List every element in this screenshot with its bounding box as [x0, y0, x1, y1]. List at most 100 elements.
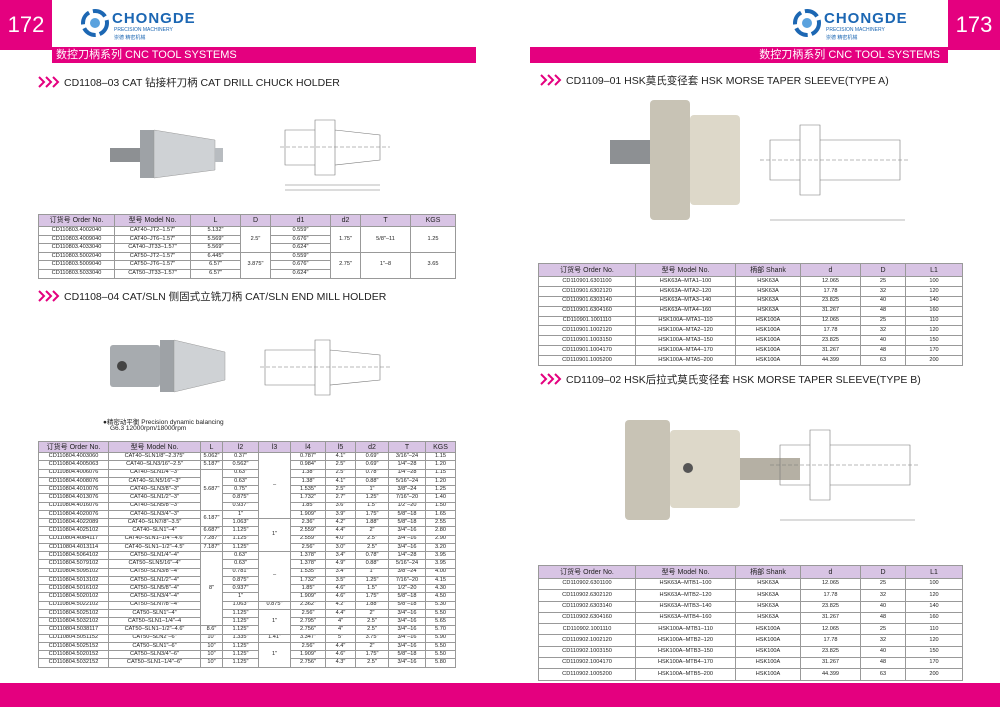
table-cell: 5.062"	[200, 451, 223, 462]
table-cell: 5.132"	[190, 226, 241, 236]
table-cell: HSK100A–MTA3–150	[635, 335, 736, 347]
table-cell: 3/4"–16	[388, 542, 426, 553]
table-cell: CD110804.4022089	[38, 517, 109, 528]
table-cell: 2.5"	[355, 658, 389, 668]
table-cell: 2.756"	[290, 625, 326, 635]
brand-cn: 崇德 精密机械	[114, 35, 146, 41]
table-cell: 3.75"	[355, 633, 389, 643]
table-cell: 3/8"–24	[388, 484, 426, 495]
table-cell: CAT40–SLN1"–4"	[108, 526, 201, 536]
logo-mark	[793, 9, 821, 37]
table-cell: 3/4"–16	[388, 641, 426, 652]
table-cell: 5.50	[425, 649, 456, 660]
table-cell: 3.4"	[325, 550, 356, 561]
table-cell: 4.3"	[325, 658, 356, 668]
table-cell: 2.5"	[325, 468, 356, 478]
table-header: d2	[330, 214, 361, 227]
table-cell: 120	[905, 325, 963, 337]
table-cell: 25	[860, 577, 906, 591]
table-cell: CD110804.5020102	[38, 592, 109, 602]
section-title: CD1109–02 HSK后拉式莫氏变径套 HSK MORSE TAPER SL…	[566, 374, 921, 386]
table-cell: 1.378"	[290, 550, 326, 561]
data-table: 订货号 Order No. 型号 Model No. 柄部 Shank d D L1 CD1…	[538, 263, 963, 367]
table-cell: 40	[860, 645, 906, 659]
table-cell: CD110901.1003150	[538, 335, 636, 347]
table-cell: HSK63A	[735, 305, 801, 317]
drill-chuck-holder	[110, 129, 223, 179]
brand-sub: PRECISION MACHINERY	[826, 27, 885, 33]
table-cell: 170	[905, 345, 963, 357]
table-cell: 3.0"	[325, 542, 356, 553]
table-cell: 1.25	[425, 484, 456, 495]
table-cell: 40	[860, 335, 906, 347]
table-cell: 1"–8	[360, 251, 411, 279]
table-cell: 5/8"–18	[388, 649, 426, 660]
table-cell: 12.065	[800, 276, 861, 287]
table-cell: 10"	[200, 658, 223, 668]
table-cell: 17.78	[800, 325, 861, 337]
table-cell: CD110804.5016102	[38, 583, 109, 594]
table-cell: 1.88"	[355, 517, 389, 528]
table-cell: CAT40–SLN1/8"–2.375"	[108, 451, 201, 462]
table-cell: 32	[860, 325, 906, 337]
table-cell: 1.5"	[355, 583, 389, 594]
table-cell: CD110902.6302120	[538, 589, 636, 602]
table-cell: CD110804.5020152	[38, 649, 109, 660]
table-cell: 1.40	[425, 493, 456, 503]
table-cell: 1.25"	[355, 493, 389, 503]
table-header: KGS	[425, 441, 456, 453]
table-cell: HSK100A	[735, 645, 801, 659]
table-cell: 10"	[200, 649, 223, 660]
table-cell: 32	[860, 634, 906, 647]
table-header: d1	[270, 214, 331, 227]
table-cell: HSK63A	[735, 295, 801, 307]
table-cell: 1.732"	[290, 493, 326, 503]
table-cell: 12.065	[800, 623, 861, 636]
table-cell: CD110804.4010076	[38, 484, 109, 495]
table-cell: 200	[905, 355, 963, 367]
table-cell: 4.2"	[325, 517, 356, 528]
table-cell: 0.88"	[355, 476, 389, 487]
chevrons	[38, 76, 60, 88]
table-cell: 150	[905, 645, 963, 659]
table-cell: 1/4"–28	[388, 468, 426, 478]
table-header: l3	[258, 441, 291, 453]
table-cell: 0.875"	[222, 493, 259, 503]
table-cell: CD110901.1002120	[538, 325, 636, 337]
table-cell: CD110901.6302120	[538, 285, 636, 297]
table-cell: 5/8"–18	[388, 592, 426, 602]
table-cell: 1.15	[425, 451, 456, 462]
table-cell: 3/16"–24	[388, 451, 426, 462]
table-cell: CD110804.4013114	[38, 542, 109, 553]
table-cell: HSK63A	[735, 285, 801, 297]
table-cell: 2.5"	[240, 226, 271, 253]
table-cell: 1/4"–28	[388, 550, 426, 561]
data-table: 订货号 Order No. 型号 Model No. 柄部 Shank d D L1 CD1…	[538, 565, 963, 681]
table-header: L	[200, 441, 223, 453]
table-cell: 0.63"	[222, 468, 259, 478]
table-cell: 4"	[325, 616, 356, 627]
table-cell: 40	[860, 295, 906, 307]
table-cell: CAT40–SLN7/8"–3.5"	[108, 517, 201, 528]
table-cell: 3/8"–24	[388, 567, 426, 577]
table-cell: 100	[905, 577, 963, 591]
table-cell: CAT50–SLN2"–6"	[108, 633, 201, 643]
table-cell: 5.80	[425, 658, 456, 668]
table-cell: CD110901.6303140	[538, 295, 636, 307]
table-cell: 1/2"–20	[388, 583, 426, 594]
table-cell: 0.63"	[222, 559, 259, 569]
technical-drawing	[770, 429, 920, 521]
table-cell: CD110804.5064102	[38, 550, 109, 561]
table-cell: 5/8"–18	[388, 517, 426, 528]
table-cell: 1.38"	[290, 468, 326, 478]
page-number: 173	[948, 0, 1000, 50]
table-cell: CAT50–SLN3/4"–6"	[108, 649, 201, 660]
table-cell: 3/4"–16	[388, 534, 426, 544]
table-cell: CAT40–JT6–1.57"	[114, 234, 191, 245]
table-cell: CD110804.5032152	[38, 658, 109, 668]
table-cell: 3/4"–16	[388, 526, 426, 536]
table-cell: 3/4"–16	[388, 658, 426, 668]
table-cell: 0.787"	[290, 451, 326, 462]
